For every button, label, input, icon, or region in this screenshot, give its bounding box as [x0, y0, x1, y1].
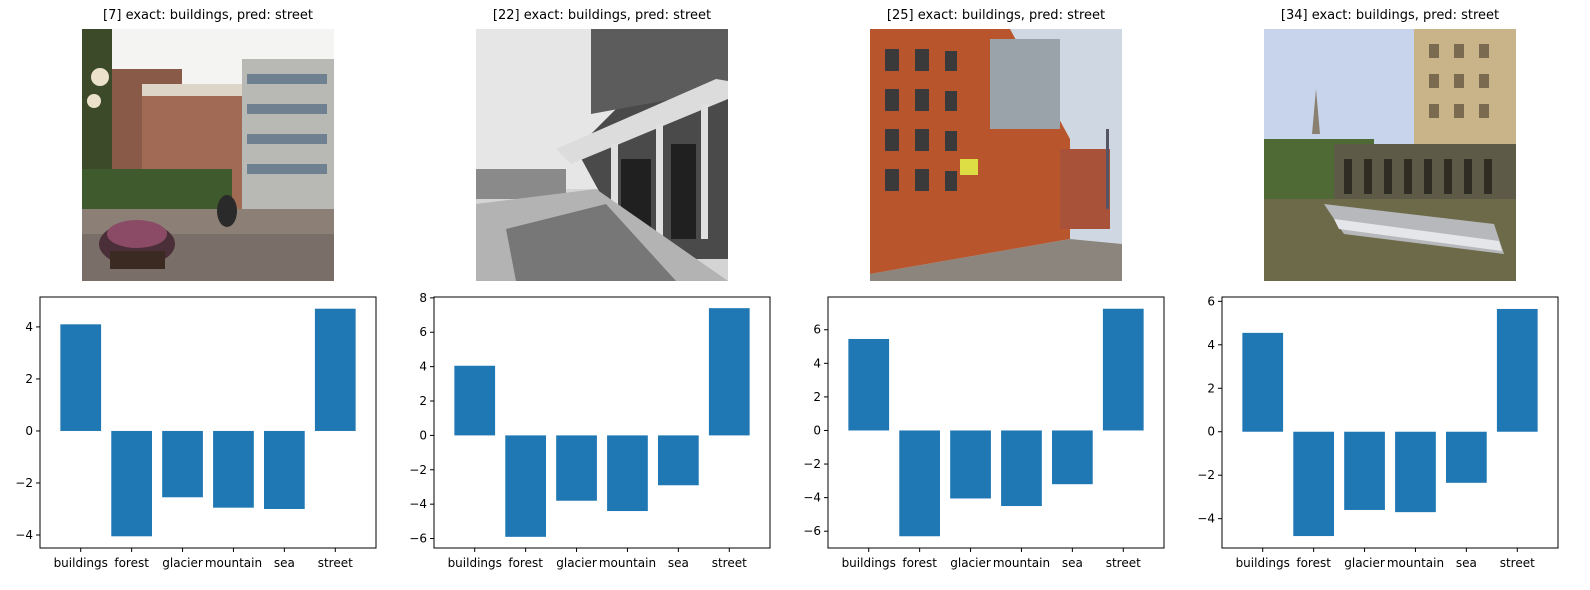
y-tick-label: 4 — [419, 360, 427, 374]
x-tick-label: buildings — [842, 556, 896, 570]
thumbnail-image-22 — [476, 29, 728, 281]
x-tick-label: buildings — [54, 556, 108, 570]
y-tick-label: 8 — [419, 291, 427, 305]
axes-frame — [39, 296, 377, 549]
x-tick-label: forest — [902, 556, 937, 570]
x-tick-label: mountain — [599, 556, 656, 570]
thumbnail-image-25 — [870, 29, 1122, 281]
axes-frame — [433, 296, 771, 549]
y-tick-label: 2 — [813, 390, 821, 404]
x-tick-label: mountain — [993, 556, 1050, 570]
bar-buildings — [1242, 332, 1284, 432]
y-tick-label: 6 — [419, 325, 427, 339]
y-tick-label: −2 — [15, 476, 33, 490]
axes-frame — [1221, 296, 1559, 549]
y-tick-label: 4 — [813, 356, 821, 370]
y-tick-label: 0 — [25, 424, 33, 438]
x-tick-label: sea — [1456, 556, 1477, 570]
y-tick-label: 6 — [1207, 294, 1215, 308]
x-tick-label: street — [1106, 556, 1141, 570]
bar-forest — [899, 430, 940, 537]
bar-street — [1496, 308, 1538, 432]
panel-title-22: [22] exact: buildings, pred: street — [492, 8, 712, 23]
panel-title-25: [25] exact: buildings, pred: street — [886, 8, 1106, 23]
bar-glacier — [1344, 431, 1385, 510]
chart-4: buildings forest glacier mountain sea street 6… — [1197, 294, 1559, 570]
bar-street — [1102, 308, 1144, 431]
bar-street — [314, 308, 356, 431]
y-tick-label: −6 — [803, 524, 821, 538]
bar-forest — [1293, 431, 1334, 537]
y-tick-label: −4 — [1197, 512, 1215, 526]
x-tick-label: forest — [114, 556, 149, 570]
x-tick-label: sea — [274, 556, 295, 570]
x-tick-label: forest — [508, 556, 543, 570]
bar-forest — [505, 435, 546, 537]
bar-forest — [111, 430, 152, 537]
bar-buildings — [454, 365, 496, 436]
y-tick-label: 0 — [1207, 425, 1215, 439]
x-tick-label: street — [712, 556, 747, 570]
y-tick-label: −4 — [803, 491, 821, 505]
chart-2: buildings forest glacier mountain sea street 8… — [409, 291, 771, 570]
y-tick-label: 2 — [25, 372, 33, 386]
x-tick-label: glacier — [1344, 556, 1385, 570]
x-tick-label: buildings — [1236, 556, 1290, 570]
y-tick-label: −2 — [409, 463, 427, 477]
chart-3: buildings forest glacier mountain sea street 6… — [803, 296, 1165, 570]
x-tick-label: sea — [668, 556, 689, 570]
bar-sea — [658, 435, 699, 486]
x-tick-label: mountain — [205, 556, 262, 570]
y-tick-label: −4 — [15, 528, 33, 542]
y-tick-label: −2 — [803, 457, 821, 471]
y-tick-label: 2 — [419, 394, 427, 408]
thumbnail-image-34 — [1264, 29, 1516, 281]
y-tick-label: −4 — [409, 497, 427, 511]
bar-mountain — [1395, 431, 1436, 513]
bar-glacier — [556, 435, 597, 501]
bar-glacier — [950, 430, 991, 499]
y-tick-label: 0 — [813, 423, 821, 437]
bar-sea — [264, 430, 305, 509]
bar-buildings — [60, 324, 102, 431]
bar-mountain — [607, 435, 648, 512]
bar-mountain — [1001, 430, 1042, 507]
x-tick-label: buildings — [448, 556, 502, 570]
panel-title-7: [7] exact: buildings, pred: street — [103, 8, 313, 23]
y-tick-label: 0 — [419, 428, 427, 442]
panel-title-34: [34] exact: buildings, pred: street — [1280, 8, 1500, 23]
bar-sea — [1052, 430, 1093, 485]
y-tick-label: −6 — [409, 532, 427, 546]
x-tick-label: street — [318, 556, 353, 570]
thumbnail-image-7 — [82, 29, 334, 281]
bar-mountain — [213, 430, 254, 508]
x-tick-label: mountain — [1387, 556, 1444, 570]
y-tick-label: 2 — [1207, 381, 1215, 395]
chart-1: buildings forest glacier mountain sea street 4… — [15, 296, 377, 570]
y-tick-label: −2 — [1197, 468, 1215, 482]
x-tick-label: glacier — [950, 556, 991, 570]
bar-sea — [1446, 431, 1487, 483]
y-tick-label: 6 — [813, 323, 821, 337]
bar-street — [708, 308, 750, 436]
x-tick-label: sea — [1062, 556, 1083, 570]
x-tick-label: glacier — [556, 556, 597, 570]
bar-buildings — [848, 338, 890, 431]
x-tick-label: forest — [1296, 556, 1331, 570]
x-tick-label: glacier — [162, 556, 203, 570]
x-tick-label: street — [1500, 556, 1535, 570]
bar-glacier — [162, 430, 203, 498]
axes-frame — [827, 296, 1165, 549]
y-tick-label: 4 — [25, 320, 33, 334]
y-tick-label: 4 — [1207, 338, 1215, 352]
